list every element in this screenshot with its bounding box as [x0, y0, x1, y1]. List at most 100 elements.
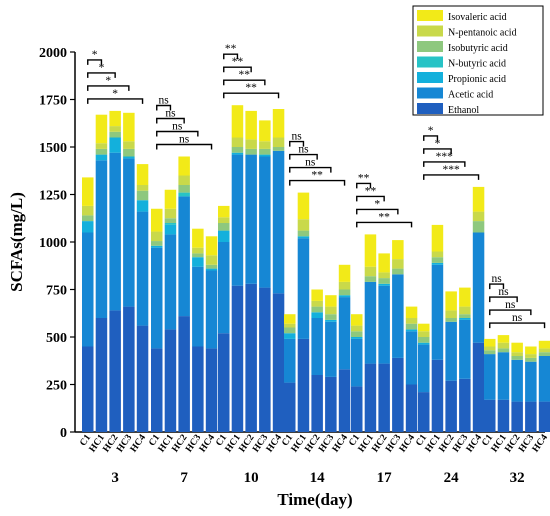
bar-segment — [525, 346, 537, 355]
bar-segment — [123, 141, 135, 149]
bar-segment — [218, 217, 230, 223]
bar-segment — [297, 192, 310, 220]
bar-segment — [511, 356, 523, 360]
bar-segment — [459, 314, 471, 318]
significance-bracket — [356, 182, 372, 189]
significance-label: ns — [498, 286, 509, 298]
bar-segment — [95, 148, 108, 155]
bar-segment — [95, 143, 108, 149]
bar-segment — [82, 177, 94, 206]
bar-segment — [392, 357, 404, 432]
legend-label: N-pentanoic acid — [448, 28, 517, 39]
bar-segment — [297, 236, 310, 239]
bar-segment — [497, 399, 510, 432]
significance-label: * — [374, 198, 380, 210]
bar-segment — [245, 283, 257, 432]
significance-label: ** — [232, 56, 244, 68]
bar-segment — [178, 156, 190, 176]
significance-bracket — [156, 117, 185, 124]
bar-segment — [405, 329, 418, 332]
bar-segment — [297, 219, 310, 231]
significance-label: * — [112, 88, 118, 100]
x-axis-label: Time(day) — [277, 490, 352, 509]
bar-segment — [392, 240, 404, 260]
bar-segment — [82, 215, 94, 222]
significance-label: ns — [298, 144, 309, 156]
bar-segment — [178, 175, 190, 185]
bar-segment — [497, 335, 510, 343]
significance-label: ns — [291, 131, 302, 143]
bar-segment — [178, 316, 190, 432]
bar-segment — [245, 139, 257, 149]
bar-segment — [231, 137, 244, 147]
y-tick-label: 750 — [46, 284, 67, 299]
bar-segment — [164, 189, 177, 209]
bar-segment — [459, 378, 471, 432]
bar-segment — [405, 306, 418, 318]
bar-group-label: HC4 — [129, 433, 148, 455]
significance-label: ns — [491, 273, 502, 285]
significance-bracket — [156, 130, 199, 137]
significance-label: * — [92, 49, 98, 61]
bar-segment — [123, 306, 135, 432]
bar-segment — [284, 323, 296, 328]
bar-segment — [205, 270, 218, 349]
bar-segment — [178, 192, 190, 197]
bar-segment — [445, 310, 457, 318]
bar-segment — [192, 228, 204, 248]
y-tick-label: 2000 — [39, 46, 67, 61]
bar-segment — [205, 268, 218, 271]
y-tick-label: 250 — [46, 379, 67, 394]
bar-segment — [459, 287, 471, 307]
bar-segment — [109, 126, 121, 132]
bar-segment — [245, 110, 257, 140]
significance-bracket — [423, 161, 466, 167]
bar-segment — [497, 352, 510, 400]
bar-segment — [284, 327, 296, 334]
bar-segment — [272, 147, 285, 151]
bar-segment — [497, 348, 510, 353]
bar-segment — [538, 348, 550, 353]
legend-swatch — [417, 25, 443, 37]
bar-segment — [338, 264, 351, 282]
significance-bracket — [223, 79, 266, 86]
bar-segment — [418, 323, 430, 332]
bar-segment — [525, 361, 537, 402]
bar-segment — [82, 346, 94, 432]
legend-swatch — [417, 10, 443, 21]
bar-segment — [311, 306, 323, 313]
legend-label: Propionic acid — [448, 74, 506, 85]
bar-segment — [364, 266, 377, 277]
bar-segment — [325, 376, 337, 432]
bar-segment — [445, 321, 457, 381]
bar-segment — [82, 221, 94, 233]
bar-segment — [259, 141, 271, 149]
significance-bracket — [489, 296, 518, 303]
legend-swatch — [417, 56, 443, 68]
bar-segment — [218, 230, 230, 242]
bar-segment — [459, 306, 471, 315]
legend-swatch — [417, 103, 443, 114]
bar-segment — [297, 238, 310, 339]
significance-bracket — [356, 221, 413, 228]
day-tick-label: 10 — [244, 470, 259, 486]
bar-segment — [364, 276, 377, 282]
bar-segment — [351, 386, 363, 432]
bar-segment — [405, 384, 418, 432]
bar-segment — [538, 340, 550, 349]
significance-bracket — [489, 309, 532, 316]
bar-segment — [351, 325, 363, 332]
bar-segment — [231, 152, 244, 155]
significance-label: ns — [165, 108, 176, 120]
bar-segment — [511, 352, 523, 356]
bar-segment — [338, 369, 351, 432]
bar-segment — [484, 338, 496, 347]
significance-bracket — [289, 179, 346, 186]
bar-segment — [459, 318, 471, 320]
bar-segment — [192, 253, 204, 258]
bar-segment — [259, 287, 271, 432]
bar-segment — [445, 318, 457, 322]
bar-segment — [511, 401, 523, 432]
bar-segment — [136, 200, 149, 212]
